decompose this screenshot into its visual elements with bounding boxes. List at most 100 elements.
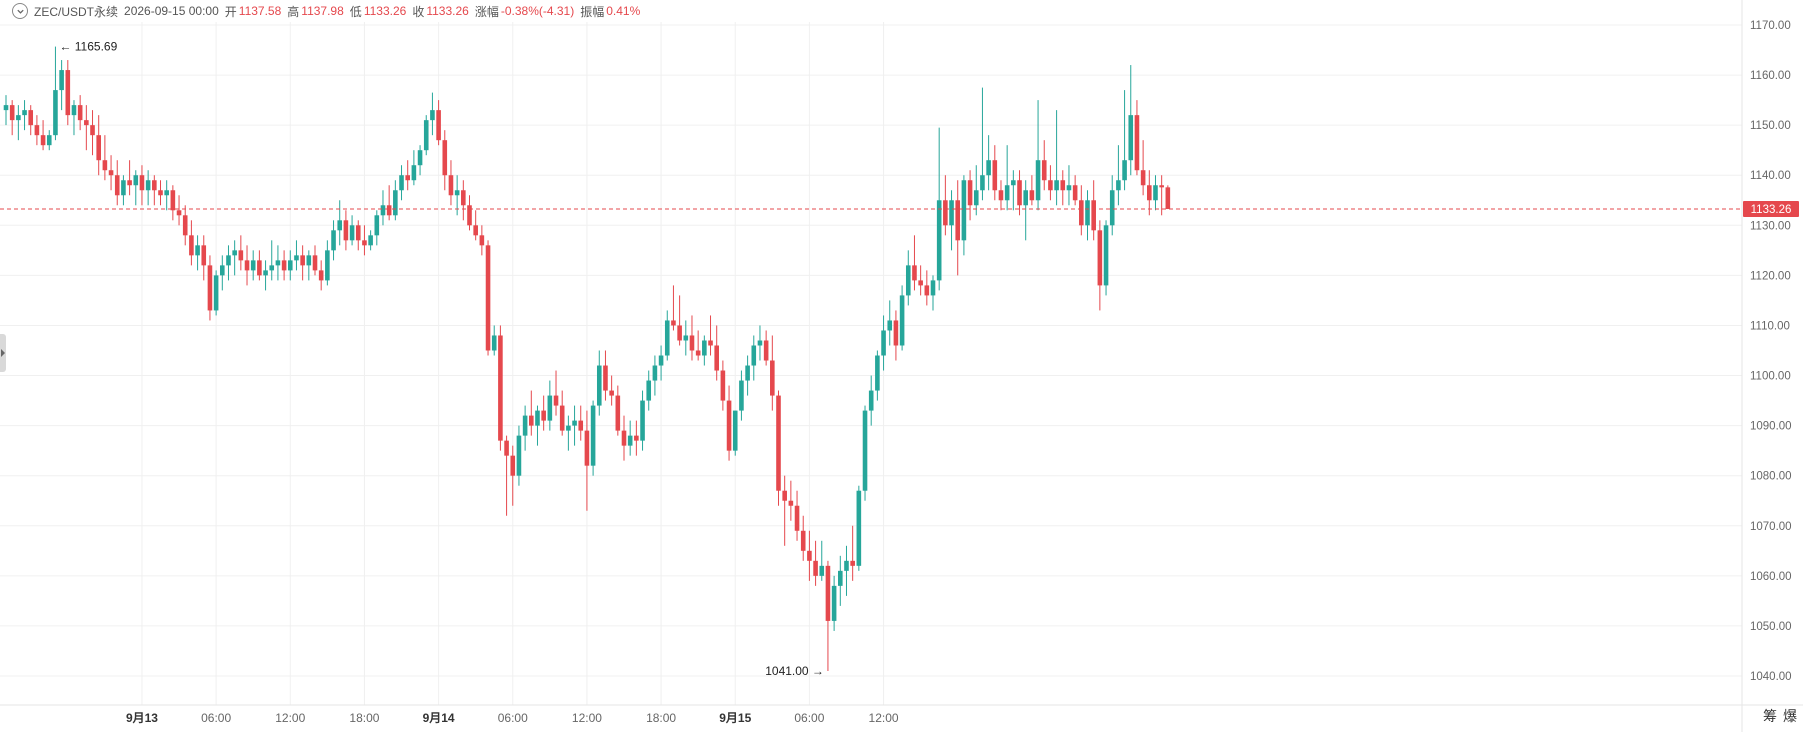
candle-body <box>553 395 559 406</box>
candle-body <box>269 265 275 271</box>
candle-body <box>1041 160 1047 181</box>
candle-body <box>1023 190 1028 206</box>
side-panel-handle[interactable] <box>0 334 6 372</box>
candle-body <box>664 320 670 356</box>
current-price-label: 1133.26 <box>1751 204 1792 216</box>
candle-body <box>127 180 132 186</box>
candle-body <box>776 395 781 491</box>
candle-body <box>844 560 849 571</box>
candle-body <box>813 560 818 576</box>
candle-body <box>609 390 614 396</box>
candle-body <box>1011 180 1016 186</box>
candle-body <box>232 250 237 256</box>
candle-body <box>281 260 287 271</box>
candle-body <box>1029 190 1035 201</box>
candle-body <box>529 415 534 426</box>
candle-body <box>1079 200 1084 226</box>
candle-body <box>430 110 435 121</box>
y-tick-label: 1090.00 <box>1750 421 1792 433</box>
candle-body <box>362 240 367 246</box>
candle-body <box>695 350 701 356</box>
low-value: 1133.26 <box>363 4 407 18</box>
liquidation-icon[interactable]: 爆 <box>1783 708 1797 724</box>
x-tick-label: 9月14 <box>423 711 455 725</box>
y-tick-label: 1060.00 <box>1750 571 1792 583</box>
candle-body <box>862 410 868 491</box>
candle-body <box>807 550 812 561</box>
candle-body <box>1085 200 1090 226</box>
candle-body <box>559 405 565 431</box>
candle-body <box>59 70 64 91</box>
candle-body <box>930 280 936 296</box>
candle-body <box>46 135 52 146</box>
candle-body <box>671 320 676 326</box>
candle-body <box>331 230 336 251</box>
candle-body <box>201 245 207 266</box>
candle-body <box>108 170 114 176</box>
collapse-chevron-icon[interactable] <box>12 3 28 19</box>
x-tick-label: 06:00 <box>498 711 528 725</box>
candle-body <box>899 295 905 346</box>
candle-body <box>547 395 553 421</box>
candle-body <box>881 330 886 356</box>
candle-body <box>71 105 77 116</box>
candle-body <box>1128 115 1134 161</box>
candle-body <box>868 390 874 411</box>
y-tick-label: 1040.00 <box>1750 671 1792 683</box>
candle-body <box>1097 230 1103 286</box>
datetime: 2026-09-15 00:00 <box>124 4 219 18</box>
candle-body <box>955 200 961 241</box>
candle-body <box>1072 185 1078 201</box>
candle-body <box>541 410 546 421</box>
candle-body <box>158 190 163 196</box>
candle-body <box>912 265 917 281</box>
y-tick-label: 1150.00 <box>1750 120 1791 132</box>
candle-body <box>973 190 979 206</box>
candle-body <box>65 70 71 116</box>
candle-body <box>405 175 410 181</box>
candle-body <box>603 365 608 391</box>
candle-body <box>1091 200 1096 231</box>
open-label: 开 <box>224 4 237 19</box>
candle-body <box>312 255 318 271</box>
candle-body <box>510 455 516 476</box>
candle-body <box>368 235 373 246</box>
candle-body <box>164 190 169 196</box>
candle-body <box>84 120 89 126</box>
y-tick-label: 1130.00 <box>1750 220 1791 232</box>
change-value: -0.38%(-4.31) <box>500 4 575 18</box>
candle-body <box>1066 185 1072 191</box>
candle-body <box>1060 180 1066 191</box>
candle-body <box>393 190 398 216</box>
candle-body <box>275 260 281 266</box>
symbol-name: ZEC/USDT永续 <box>34 4 119 19</box>
x-tick-label: 18:00 <box>349 711 379 725</box>
candle-body <box>918 280 923 286</box>
candle-body <box>9 105 15 121</box>
candle-body <box>461 190 466 206</box>
candle-body <box>596 365 602 406</box>
low-label: 低 <box>349 4 362 19</box>
candle-body <box>479 235 485 246</box>
candle-body <box>238 250 244 261</box>
chips-icon[interactable]: 筹 <box>1763 708 1777 724</box>
y-tick-label: 1110.00 <box>1750 320 1790 332</box>
candle-body <box>207 265 213 311</box>
candle-body <box>1159 185 1164 188</box>
candle-body <box>263 270 268 276</box>
candle-body <box>306 255 312 266</box>
candle-body <box>819 565 825 576</box>
candle-body <box>980 175 985 191</box>
candle-body <box>522 415 528 436</box>
candle-body <box>887 320 893 331</box>
candle-body <box>516 435 522 476</box>
candle-body <box>794 505 800 531</box>
candle-body <box>454 190 460 196</box>
candle-body <box>893 320 899 346</box>
change-label: 涨幅 <box>474 4 499 19</box>
candle-body <box>244 260 250 271</box>
candle-body <box>170 190 176 211</box>
y-tick-label: 1070.00 <box>1750 521 1792 533</box>
